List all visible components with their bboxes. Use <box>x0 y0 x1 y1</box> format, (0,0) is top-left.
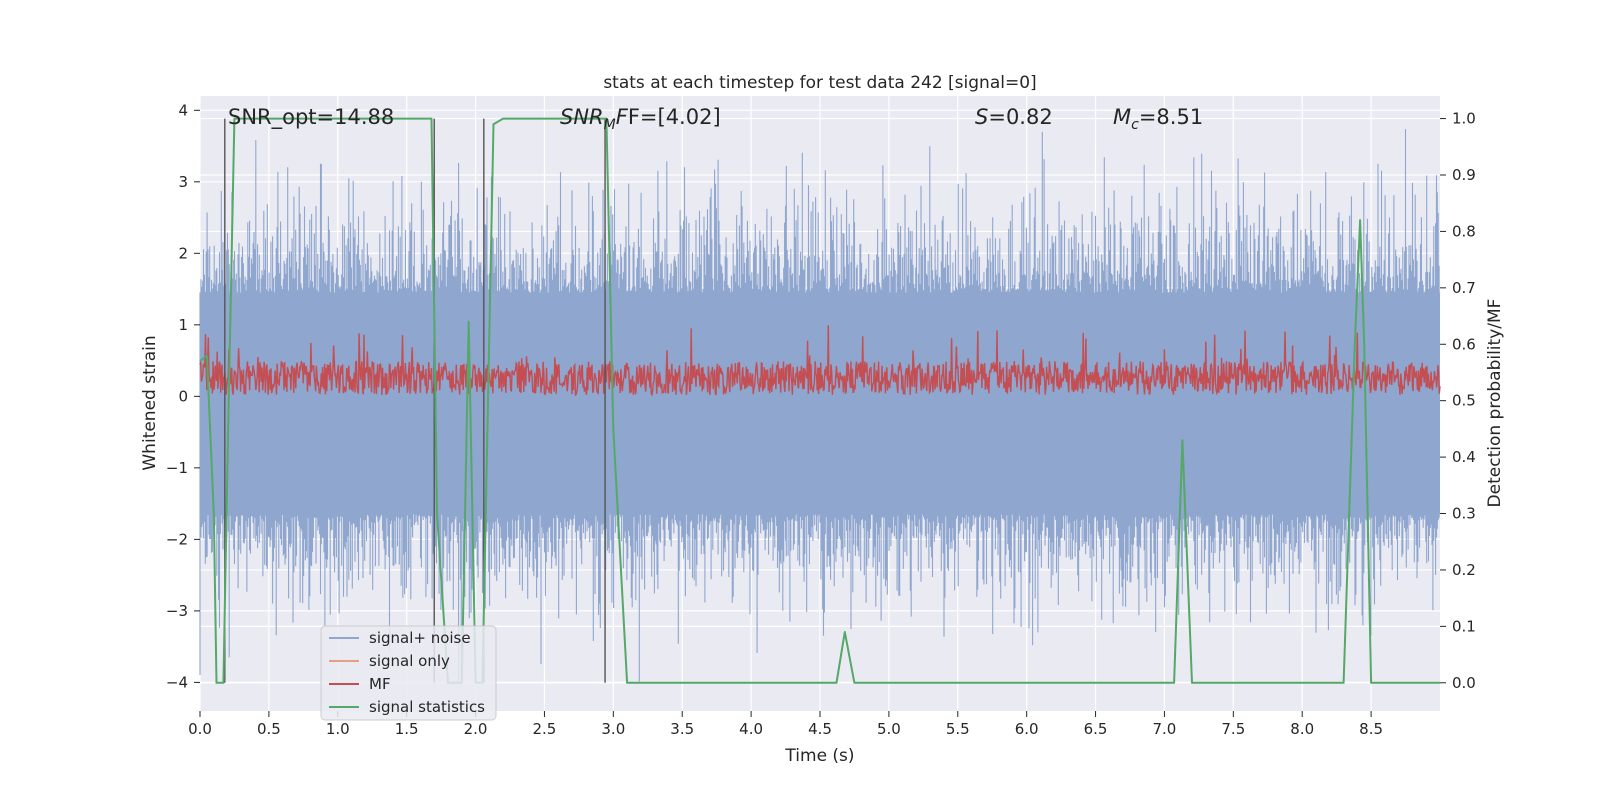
mc-value: =8.51 <box>1139 105 1203 129</box>
y-right-tick-label: 0.8 <box>1452 222 1476 240</box>
y-left-tick-label: −3 <box>166 602 188 620</box>
y-right-tick-label: 0.1 <box>1452 617 1476 635</box>
mc-sub: c <box>1131 117 1139 133</box>
right-axis-ticks: 1.0 0.9 0.8 0.7 0.6 0.5 0.4 0.3 0.2 0.1 0.0 <box>1440 110 1476 692</box>
y-right-tick-label: 0.6 <box>1452 335 1476 353</box>
y-left-tick-label: 4 <box>178 101 188 119</box>
y-right-tick-label: 0.3 <box>1452 505 1476 523</box>
x-tick-label: 2.5 <box>533 720 557 738</box>
snr-mf-f: F <box>616 105 629 129</box>
y-right-tick-label: 0.7 <box>1452 279 1476 297</box>
y-left-tick-label: −1 <box>166 459 188 477</box>
chart-title: stats at each timestep for test data 242… <box>603 73 1036 93</box>
legend-label-signal-noise: signal+ noise <box>369 629 471 647</box>
y-right-tick-label: 0.4 <box>1452 448 1476 466</box>
series-signal-statistics <box>199 117 1440 684</box>
x-tick-label: 7.5 <box>1221 720 1245 738</box>
x-tick-label: 0.0 <box>188 720 212 738</box>
mc-label: M <box>1113 105 1131 129</box>
x-tick-label: 5.0 <box>877 720 901 738</box>
x-axis-ticks: 0.0 0.5 1.0 1.5 2.0 2.5 3.0 3.5 4.0 4.5 5.0 5.5 6.0 6… <box>188 711 1383 738</box>
mf-trace <box>199 325 1441 397</box>
s-label: S <box>975 105 988 129</box>
x-tick-label: 8.5 <box>1359 720 1383 738</box>
x-tick-label: 6.0 <box>1015 720 1039 738</box>
annotation-mc: Mc=8.51 <box>1113 105 1203 133</box>
legend-label-signal-only: signal only <box>369 652 450 670</box>
snr-mf-prefix: SNR <box>560 105 604 129</box>
y-left-tick-label: −2 <box>166 530 188 548</box>
s-value: =0.82 <box>988 105 1052 129</box>
legend-label-signal-statistics: signal statistics <box>369 698 485 716</box>
x-tick-label: 0.5 <box>257 720 281 738</box>
series-mf <box>199 325 1441 397</box>
x-tick-label: 4.5 <box>808 720 832 738</box>
y-right-tick-label: 0.5 <box>1452 392 1476 410</box>
y-left-tick-label: 0 <box>178 387 188 405</box>
x-tick-label: 3.0 <box>601 720 625 738</box>
y-left-tick-label: 3 <box>178 173 188 191</box>
x-tick-label: 3.5 <box>670 720 694 738</box>
x-tick-label: 7.0 <box>1153 720 1177 738</box>
x-axis-title: Time (s) <box>784 746 854 766</box>
y-left-tick-label: 1 <box>178 316 188 334</box>
y-left-tick-label: −4 <box>166 673 188 691</box>
y-axis-title-left: Whitened strain <box>140 335 160 470</box>
snr-mf-sub: M <box>604 117 616 133</box>
x-tick-label: 6.5 <box>1084 720 1108 738</box>
annotation-snr-mf: SNRMFF=[4.02] <box>560 105 721 133</box>
y-right-tick-label: 0.0 <box>1452 674 1476 692</box>
x-tick-label: 8.0 <box>1290 720 1314 738</box>
legend-box <box>320 625 497 721</box>
x-tick-label: 2.0 <box>464 720 488 738</box>
y-left-tick-label: 2 <box>178 244 188 262</box>
x-tick-label: 5.5 <box>946 720 970 738</box>
x-tick-label: 4.0 <box>739 720 763 738</box>
annotation-s: S=0.82 <box>975 105 1053 129</box>
x-tick-label: 1.5 <box>395 720 419 738</box>
x-tick-label: 1.0 <box>326 720 350 738</box>
y-axis-title-right: Detection probability/MF <box>1485 299 1505 508</box>
signal-statistics-line <box>199 117 1440 684</box>
y-right-tick-label: 0.9 <box>1452 166 1476 184</box>
series-signal-noise <box>199 129 1440 682</box>
legend-label-mf: MF <box>369 675 391 693</box>
snr-mf-value: F=[4.02] <box>628 105 721 129</box>
y-right-tick-label: 0.2 <box>1452 561 1476 579</box>
y-right-tick-label: 1.0 <box>1452 110 1476 128</box>
left-axis-ticks: 4 3 2 1 0 −1 −2 −3 −4 <box>166 101 200 691</box>
annotation-snr-opt: SNR_opt=14.88 <box>228 105 394 130</box>
legend: signal+ noise signal only MF signal stat… <box>320 625 497 721</box>
